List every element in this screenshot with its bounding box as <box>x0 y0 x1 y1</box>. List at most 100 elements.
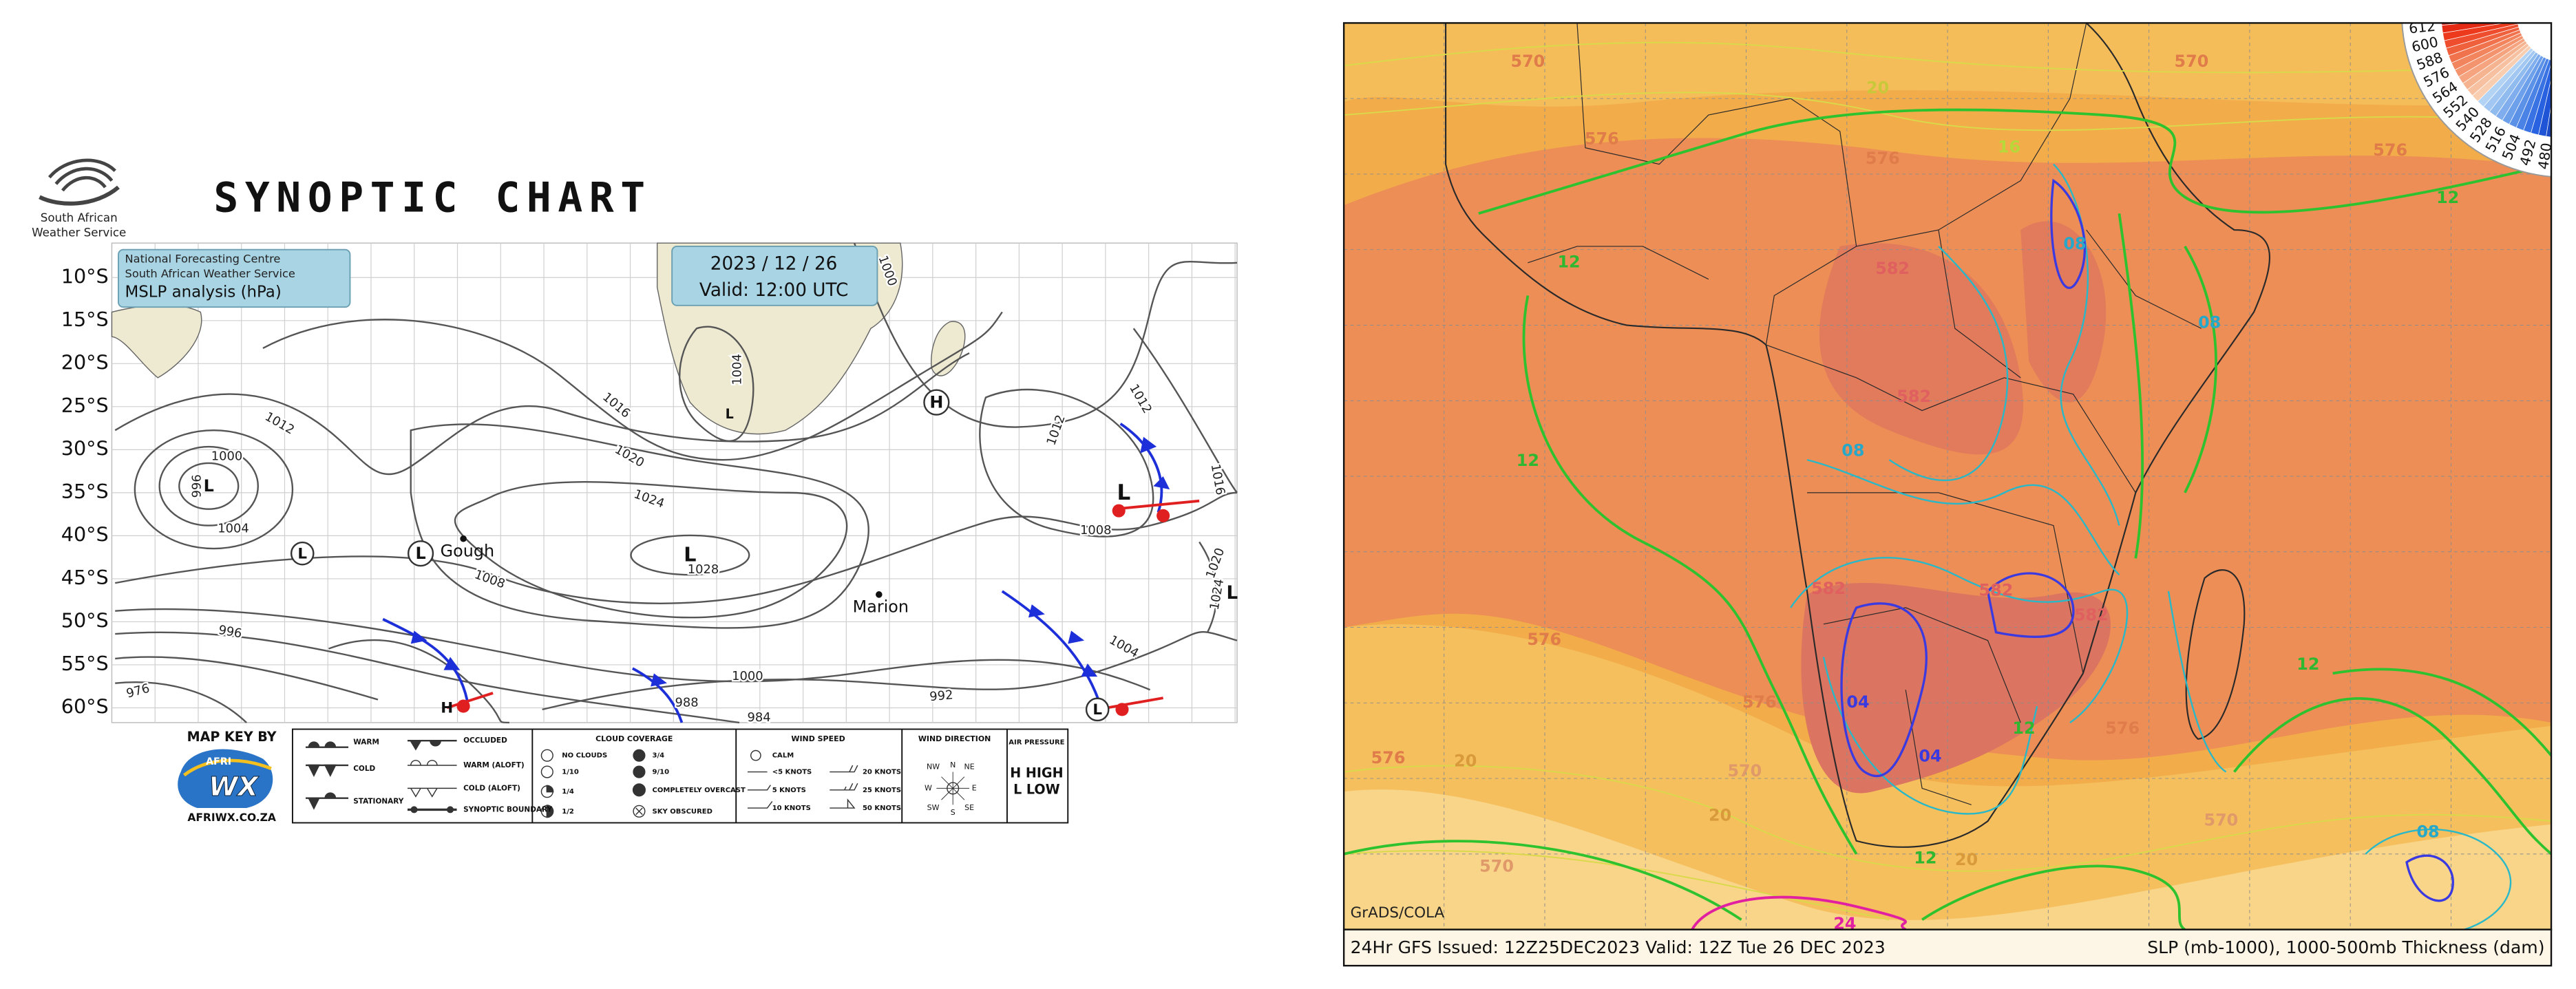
valid-text: Valid: 12:00 UTC <box>699 280 848 301</box>
key-site: AFRIWX.CO.ZA <box>187 811 276 824</box>
pressure-center: L <box>204 476 214 496</box>
key-text: S <box>951 808 956 817</box>
key-text: CALM <box>772 752 794 760</box>
center-ring <box>923 389 950 416</box>
contour-label: 16 <box>1998 137 2020 156</box>
contour-label: 582 <box>1979 581 2014 600</box>
isobar-label: 996 <box>190 474 204 498</box>
isobar <box>328 639 509 724</box>
contour-label: 12 <box>2012 719 2035 738</box>
pressure-center: L <box>1092 701 1102 719</box>
latitude-label: 55°S <box>61 652 109 675</box>
warm-front <box>446 692 494 710</box>
key-text: L LOW <box>1013 781 1060 797</box>
isobar-label: 1004 <box>218 521 249 535</box>
key-text: WARM <box>353 738 379 747</box>
slp-contour <box>1790 163 2512 930</box>
key-text: WIND DIRECTION <box>918 734 991 743</box>
warm-front <box>1113 499 1200 511</box>
key-symbol <box>447 806 454 813</box>
front-symbol <box>1081 663 1098 677</box>
afriwx-logo <box>182 758 272 777</box>
key-text: AIR PRESSURE <box>1009 739 1064 747</box>
center-ring <box>407 540 434 567</box>
key-symbol <box>750 749 761 761</box>
slp-contour <box>1840 178 2454 902</box>
coastline <box>1445 23 2270 848</box>
thickness-fill <box>1801 583 2111 794</box>
date-text: 2023 / 12 / 26 <box>710 254 838 275</box>
center-ring <box>290 541 315 566</box>
place-name: Marion <box>853 597 909 616</box>
key-text: COMPLETELY OVERCAST <box>653 787 746 794</box>
latitude-label: 25°S <box>61 394 109 417</box>
isobar <box>115 631 740 724</box>
colorbar-label: 480 <box>2535 142 2555 171</box>
isobar <box>1132 328 1238 493</box>
isobar <box>178 462 240 510</box>
key-text: H HIGH <box>1010 765 1063 780</box>
contour-label: 570 <box>2204 811 2238 830</box>
contour-label: 04 <box>1846 692 1869 712</box>
thickness-fill <box>1344 789 2552 930</box>
contour-label: 12 <box>1557 252 1580 271</box>
logo-text: Weather Service <box>32 225 126 239</box>
front-symbol <box>443 657 461 670</box>
borders <box>1528 23 2202 805</box>
key-text: STATIONARY <box>353 797 404 805</box>
isobar <box>979 388 1154 538</box>
map-key: MAP KEY BY AFRI WX AFRIWX.CO.ZA <box>178 728 1069 824</box>
contour-label: 12 <box>2297 655 2319 674</box>
contour-label: 576 <box>1527 630 1561 649</box>
contour-label: 12 <box>2436 188 2459 207</box>
saws-logo: South African Weather Service <box>32 158 126 239</box>
latitude-labels: 10°S 15°S 20°S 25°S 30°S 35°S 40°S 45°S 50°S 55°S… <box>61 264 109 718</box>
isobar-label: 992 <box>929 688 954 704</box>
key-symbol <box>410 806 418 813</box>
latitude-label: 10°S <box>61 264 109 288</box>
contour-label: 24 <box>1833 914 1856 933</box>
key-symbol <box>407 760 457 766</box>
gfs-map: 570 576 570 576 576 20 16 12 12 12 582 582 08 08 08 582… <box>1342 22 2555 967</box>
key-text: 9/10 <box>653 769 670 776</box>
isobar-label: 984 <box>748 710 771 725</box>
isobar <box>1199 541 1218 633</box>
afriwx-logo-text: WX <box>209 772 259 802</box>
contour-label: 576 <box>2373 140 2407 160</box>
pressure-centers: L L L L H L L H L L Gough Marion <box>204 389 1238 722</box>
contour-labels: 570 576 570 576 576 20 16 12 12 12 582 582 08 08 08 582… <box>1371 52 2460 933</box>
latitude-label: 35°S <box>61 480 109 503</box>
contour-label: 570 <box>1479 856 1514 875</box>
latitude-label: 15°S <box>61 308 109 331</box>
contour-label: 08 <box>2063 234 2086 253</box>
contour-label: 20 <box>1709 805 1731 825</box>
pressure-center: L <box>1227 583 1238 604</box>
pressure-center: L <box>726 406 734 422</box>
key-text: 25 KNOTS <box>863 787 901 794</box>
contour-label: 570 <box>1510 52 1545 71</box>
fronts <box>382 423 1200 723</box>
isobar-label: 1000 <box>732 669 763 683</box>
key-text: SKY OBSCURED <box>653 808 712 816</box>
key-text: 3/4 <box>653 752 665 760</box>
credit: GrADS/COLA <box>1351 904 1445 922</box>
cold-front <box>382 617 470 707</box>
key-text: <5 KNOTS <box>772 769 812 776</box>
key-text: N <box>950 761 956 769</box>
footer-right: SLP (mb-1000), 1000-500mb Thickness (dam… <box>2147 937 2544 957</box>
contour-label: 582 <box>2074 605 2109 624</box>
key-text: COLD (ALOFT) <box>463 784 520 792</box>
pressure-center: L <box>297 545 307 562</box>
isobars <box>114 242 1238 724</box>
cold-front <box>1001 590 1102 707</box>
footer-left: 24Hr GFS Issued: 12Z25DEC2023 Valid: 12Z… <box>1351 937 1886 957</box>
logo-swirl <box>47 158 116 192</box>
contour-label: 576 <box>1742 692 1777 712</box>
key-text: WARM (ALOFT) <box>463 761 525 769</box>
front-symbol <box>651 673 667 687</box>
front-symbol <box>1112 504 1126 518</box>
isobar <box>630 534 750 576</box>
key-symbols <box>306 740 970 818</box>
